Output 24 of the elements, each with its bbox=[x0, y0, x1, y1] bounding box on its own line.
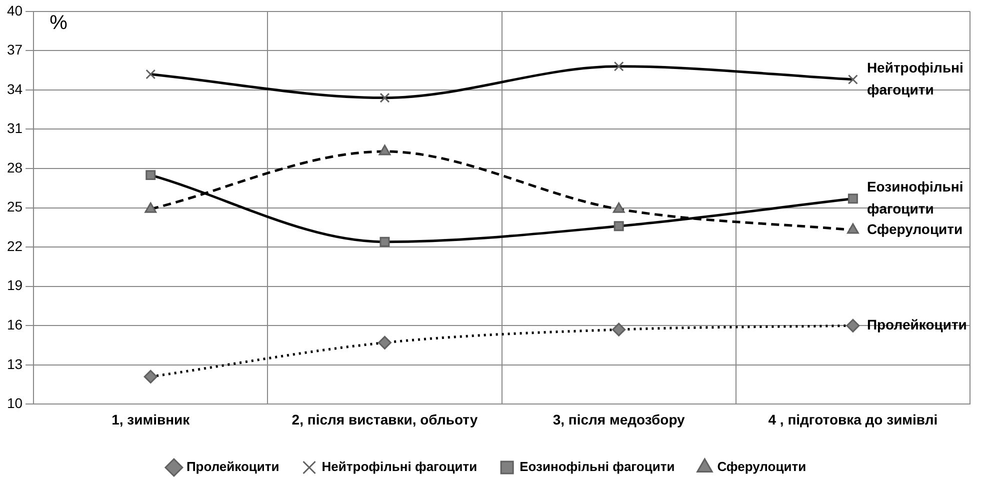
y-tick-label: 25 bbox=[6, 198, 23, 215]
y-tick-label: 34 bbox=[6, 80, 23, 97]
x-tick-label: 1, зимівник bbox=[112, 411, 191, 428]
y-tick-label: 31 bbox=[6, 120, 23, 136]
y-tick-label: 40 bbox=[6, 2, 23, 18]
legend-label: Сферулоцити bbox=[717, 459, 806, 474]
annotation: Пролейкоцити bbox=[866, 316, 967, 332]
y-tick-label: 37 bbox=[6, 42, 23, 58]
annotation: Сферулоцити bbox=[866, 220, 963, 237]
y-tick-label: 10 bbox=[6, 395, 23, 412]
legend-label: Нейтрофільні фагоцити bbox=[322, 459, 478, 474]
y-axis-title: % bbox=[50, 12, 68, 34]
y-tick-label: 19 bbox=[6, 277, 23, 294]
x-tick-label: 4 , підготовка до зимівлі bbox=[768, 411, 938, 428]
annotation: Еозинофільні фагоцити bbox=[866, 178, 964, 216]
legend-label: Пролейкоцити bbox=[186, 459, 280, 474]
y-tick-label: 22 bbox=[6, 238, 23, 254]
y-tick-label: 28 bbox=[6, 159, 23, 176]
y-tick-label: 13 bbox=[6, 356, 23, 372]
legend-label: Еозинофільні фагоцити bbox=[520, 459, 675, 474]
x-tick-label: 2, після виставки, обльоту bbox=[292, 411, 478, 428]
y-tick-label: 16 bbox=[6, 316, 23, 332]
annotation: Нейтрофільні фагоцити bbox=[866, 59, 964, 98]
x-tick-label: 3, після медозбору bbox=[552, 411, 686, 428]
